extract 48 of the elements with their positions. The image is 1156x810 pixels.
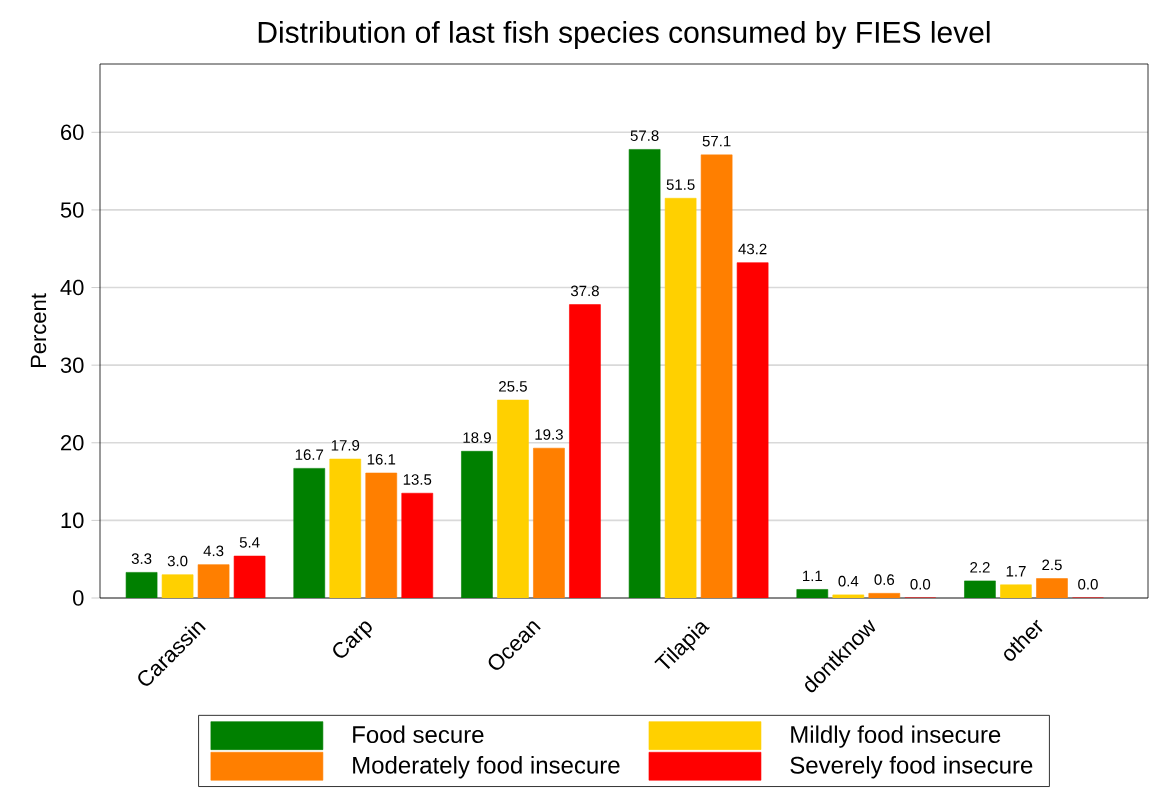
data-label: 57.8	[630, 130, 659, 141]
data-label: 0.4	[838, 575, 859, 587]
y-tick-label: 10	[61, 512, 84, 529]
bar	[233, 555, 266, 598]
data-label: 16.1	[367, 454, 396, 465]
data-label: 0.0	[910, 578, 931, 590]
y-tick-label: 50	[60, 202, 84, 218]
data-label: 2.5	[1042, 559, 1062, 571]
bar	[497, 399, 529, 598]
data-label: 43.2	[738, 243, 767, 255]
data-label: 0.6	[874, 574, 895, 585]
bar	[664, 197, 697, 598]
y-tick-label: 40	[60, 279, 84, 296]
bar	[736, 262, 769, 598]
data-label: 57.1	[702, 135, 731, 147]
data-label: 4.3	[203, 545, 224, 557]
bar	[161, 574, 194, 598]
data-label: 19.3	[535, 429, 563, 440]
bar	[1000, 584, 1032, 598]
chart-title: Distribution of last fish species consumed by FIES level	[258, 20, 990, 49]
x-tick-label: Carp	[333, 621, 372, 658]
data-label: 16.7	[295, 449, 324, 460]
data-label: 1.7	[1006, 566, 1026, 577]
data-label: 1.1	[803, 570, 823, 582]
y-tick-label: 20	[61, 435, 84, 451]
data-label: 3.3	[131, 553, 152, 564]
legend-label: Mildly food insecure	[791, 725, 1001, 748]
y-tick-label: 30	[60, 357, 84, 373]
bar	[401, 492, 434, 598]
data-label: 3.0	[167, 555, 188, 567]
legend-label: Moderately food insecure	[353, 756, 620, 779]
data-label: 51.5	[666, 179, 695, 190]
data-label: 0.0	[1078, 578, 1098, 590]
data-label: 18.9	[463, 432, 491, 443]
bar	[569, 304, 601, 598]
data-label: 37.8	[570, 285, 599, 297]
data-label: 17.9	[331, 440, 360, 451]
data-label: 5.4	[239, 537, 260, 548]
legend-label: Food secure	[353, 725, 484, 744]
data-label: 25.5	[499, 381, 527, 392]
bar	[832, 594, 865, 598]
y-tick-label: 60	[61, 124, 84, 141]
bar	[329, 458, 362, 598]
data-label: 2.2	[970, 562, 990, 573]
y-axis-title: Percent	[30, 293, 47, 368]
legend-label: Severely food insecure	[790, 756, 1033, 779]
y-tick-label: 0	[73, 590, 84, 606]
data-label: 13.5	[403, 474, 432, 485]
